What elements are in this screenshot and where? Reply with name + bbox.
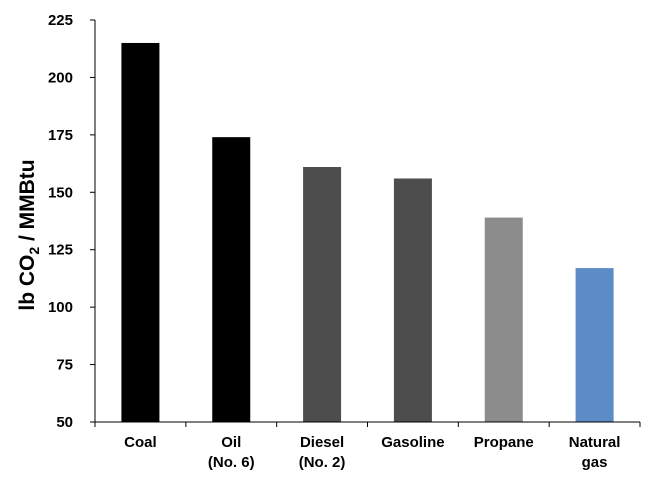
bar — [303, 167, 342, 422]
x-category-label-line: Propane — [474, 434, 534, 451]
x-category-label: Oil (No. 6) — [208, 434, 255, 471]
y-axis-title-suffix: / MMBtu — [16, 159, 39, 246]
y-axis-title-subscript: 2 — [26, 247, 42, 255]
y-axis-title-prefix: lb CO — [16, 255, 39, 311]
y-tick-label: 50 — [56, 414, 73, 431]
y-tick-label: 175 — [48, 127, 73, 144]
y-tick-label: 100 — [48, 299, 73, 316]
x-category-label: Coal — [124, 434, 157, 451]
x-category-label: Diesel (No. 2) — [299, 434, 346, 471]
y-tick-label: 200 — [48, 69, 73, 86]
x-category-label-line: Coal — [124, 434, 157, 451]
x-category-label-line: (No. 6) — [208, 454, 255, 471]
y-tick-label: 150 — [48, 184, 73, 201]
y-axis: 50 75 100 125 150 175 200 225 — [48, 12, 96, 431]
y-tick-label: 75 — [56, 357, 73, 374]
x-category-label-line: gas — [582, 454, 608, 471]
x-category-label: Gasoline — [381, 434, 444, 451]
x-category-label: Propane — [474, 434, 534, 451]
x-category-label-line: Gasoline — [381, 434, 444, 451]
y-axis-title-group: lb CO2 / MMBtu — [16, 159, 42, 310]
x-axis: Coal Oil (No. 6) Diesel (No. 2) Gasoline Propa… — [94, 421, 641, 471]
bar — [484, 217, 523, 422]
y-tick-label: 125 — [48, 242, 73, 259]
x-category-label-line: Diesel — [300, 434, 344, 451]
x-category-label: Natural gas — [569, 434, 621, 471]
y-axis-title: lb CO2 / MMBtu — [16, 159, 42, 310]
y-tick-label: 225 — [48, 12, 73, 29]
x-category-label-line: Oil — [221, 434, 241, 451]
x-category-label-line: Natural — [569, 434, 621, 451]
bar — [575, 268, 614, 422]
bar — [393, 178, 432, 422]
x-category-label-line: (No. 2) — [299, 454, 346, 471]
bar — [212, 137, 251, 422]
bar — [121, 42, 160, 422]
bars — [121, 42, 614, 422]
